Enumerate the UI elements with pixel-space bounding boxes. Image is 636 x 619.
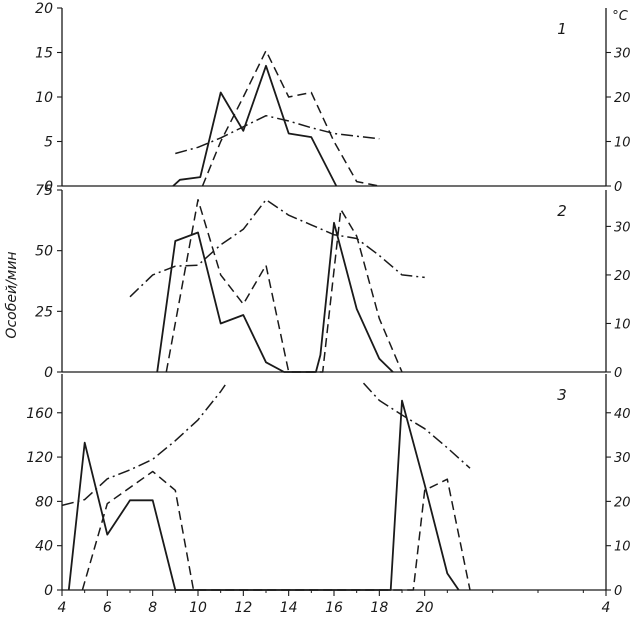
panel-number-label: 2 — [557, 202, 567, 220]
left-tick-label: 40 — [35, 539, 53, 555]
left-tick-label: 25 — [35, 304, 53, 320]
temperature-series-line — [175, 114, 380, 155]
dashed-series-line — [165, 198, 403, 373]
right-tick-label: 20 — [614, 269, 631, 284]
solid-series-line — [156, 221, 394, 373]
left-tick-label: 15 — [35, 46, 53, 62]
x-tick-label: 20 — [416, 600, 434, 616]
solid-series-line — [172, 64, 338, 187]
x-tick-label: 4 — [602, 600, 611, 616]
x-tick-label: 10 — [189, 600, 207, 616]
left-tick-label: 160 — [26, 406, 53, 422]
right-tick-label: 0 — [614, 584, 622, 599]
left-tick-label: 0 — [44, 365, 53, 381]
x-tick-label: 14 — [280, 600, 298, 616]
right-tick-label: 40 — [614, 407, 631, 422]
temperature-series-line — [61, 384, 226, 507]
y-axis-title: Особей/мин — [4, 251, 20, 338]
left-tick-label: 10 — [35, 90, 53, 106]
left-tick-label: 20 — [35, 1, 53, 17]
dashed-series-line — [201, 49, 380, 187]
left-tick-label: 80 — [35, 494, 53, 510]
left-tick-label: 0 — [44, 583, 53, 599]
right-tick-label: 10 — [614, 540, 631, 555]
right-tick-label: 10 — [614, 317, 631, 332]
solid-series-line — [67, 399, 460, 591]
x-tick-label: 8 — [148, 600, 157, 616]
left-tick-label: 50 — [35, 244, 53, 260]
left-tick-label: 0 — [44, 179, 53, 195]
x-tick-label: 12 — [234, 600, 252, 616]
right-tick-label: 0 — [614, 366, 622, 381]
right-tick-label: 10 — [614, 136, 631, 151]
left-tick-label: 5 — [44, 135, 53, 151]
left-tick-label: 120 — [26, 450, 53, 466]
temperature-series-line — [362, 382, 471, 469]
right-tick-label: 30 — [614, 220, 631, 235]
right-tick-label: 30 — [614, 451, 631, 466]
right-tick-label: 20 — [614, 91, 631, 106]
left-tick-label: 75 — [35, 183, 53, 199]
right-tick-label: 0 — [614, 180, 622, 195]
x-tick-label: 16 — [325, 600, 343, 616]
panel-number-label: 1 — [557, 20, 567, 38]
panel-number-label: 3 — [557, 386, 567, 404]
x-tick-label: 18 — [370, 600, 388, 616]
right-axis-unit: °С — [612, 9, 629, 24]
x-tick-label: 4 — [58, 600, 67, 616]
temperature-series-line — [129, 198, 425, 298]
dashed-series-line — [81, 470, 471, 591]
right-tick-label: 30 — [614, 47, 631, 62]
right-tick-label: 20 — [614, 495, 631, 510]
x-tick-label: 6 — [103, 600, 112, 616]
